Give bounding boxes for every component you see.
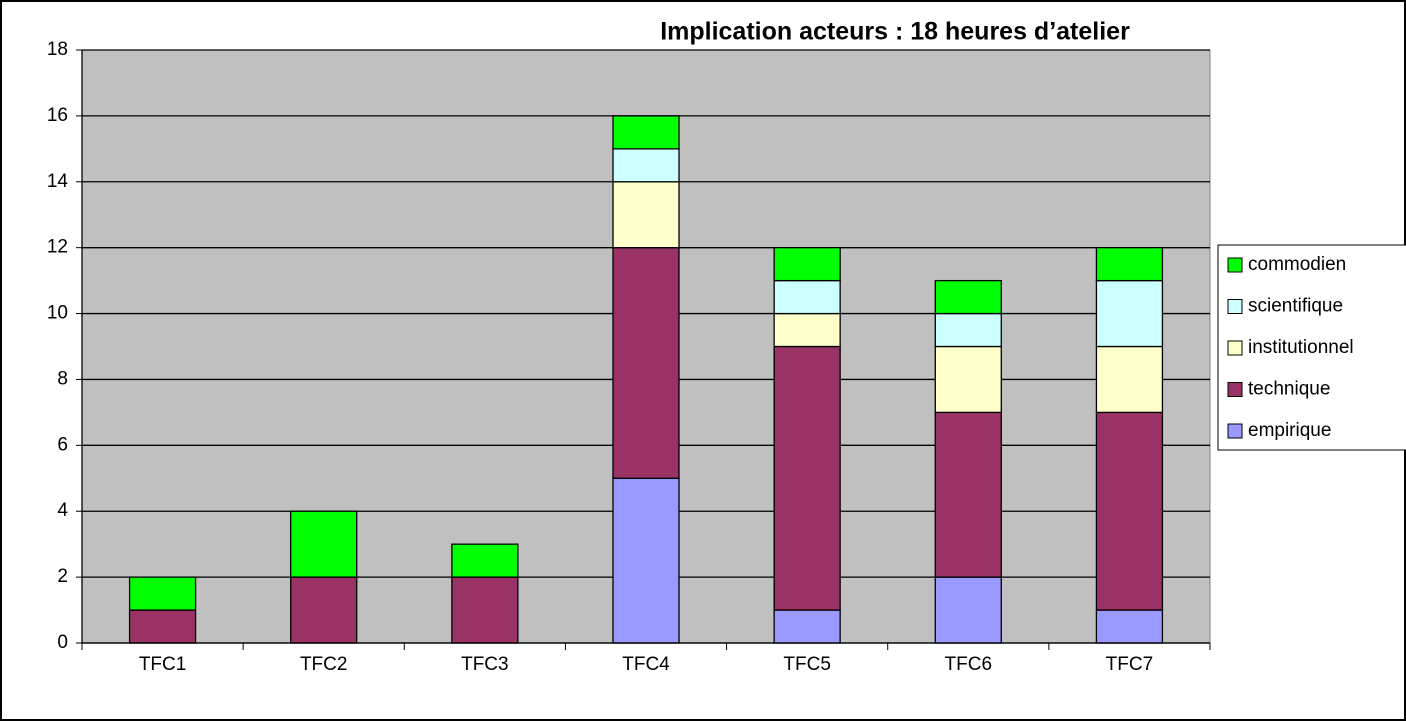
- x-tick-label: TFC7: [1106, 654, 1154, 675]
- bar-segment: [773, 345, 841, 611]
- bar-segment: [773, 312, 841, 348]
- y-tick-label: 12: [47, 237, 68, 258]
- legend-swatch: [1227, 257, 1243, 273]
- bar-segment: [612, 247, 680, 479]
- y-tick-label: 4: [57, 500, 68, 521]
- bar-segment: [1095, 345, 1164, 414]
- y-tick-label: 6: [57, 434, 68, 455]
- y-tick-label: 0: [57, 632, 68, 653]
- bar-segment: [1095, 279, 1164, 348]
- bar-segment: [128, 609, 197, 644]
- legend-box: [1217, 244, 1406, 451]
- y-tick-label: 2: [57, 566, 68, 587]
- bar-segment: [1095, 609, 1164, 644]
- bar-segment: [934, 279, 1002, 315]
- y-tick-label: 14: [47, 171, 69, 192]
- x-tick-label: TFC5: [783, 654, 831, 675]
- bar-segment: [451, 576, 519, 644]
- legend-swatch: [1227, 340, 1243, 356]
- bar-segment: [612, 148, 680, 183]
- bar-segment: [934, 345, 1002, 414]
- bar-segment: [612, 477, 680, 644]
- x-tick-label: TFC2: [300, 654, 348, 675]
- bar-segment: [128, 576, 197, 611]
- y-tick-label: 18: [47, 39, 68, 60]
- legend-label: commodien: [1248, 254, 1346, 275]
- bar-segment: [773, 279, 841, 315]
- legend-label: empirique: [1248, 420, 1331, 441]
- x-tick-label: TFC4: [622, 654, 670, 675]
- bar-segment: [773, 247, 841, 282]
- legend-swatch: [1227, 299, 1243, 314]
- bar-segment: [934, 411, 1002, 578]
- bar-segment: [451, 543, 519, 578]
- legend-label: scientifique: [1248, 296, 1343, 317]
- bar-segment: [934, 312, 1002, 348]
- bar-segment: [773, 609, 841, 644]
- legend-swatch: [1227, 382, 1243, 397]
- bar-segment: [612, 115, 680, 150]
- legend-label: institutionnel: [1248, 337, 1354, 358]
- chart-title: Implication acteurs : 18 heures d’atelie…: [660, 18, 1130, 46]
- bar-segment: [290, 510, 358, 578]
- bar-segment: [934, 576, 1002, 644]
- bar-segment: [1095, 247, 1164, 282]
- y-tick-label: 16: [47, 105, 68, 126]
- legend-label: technique: [1248, 379, 1330, 400]
- bar-segment: [1095, 411, 1164, 611]
- y-tick-label: 10: [47, 303, 68, 324]
- x-tick-label: TFC1: [139, 654, 187, 675]
- y-tick-label: 8: [57, 368, 68, 389]
- bar-segment: [612, 181, 680, 249]
- bar-segment: [290, 576, 358, 644]
- legend-swatch: [1227, 423, 1243, 439]
- x-tick-label: TFC3: [461, 654, 509, 675]
- x-tick-label: TFC6: [945, 654, 993, 675]
